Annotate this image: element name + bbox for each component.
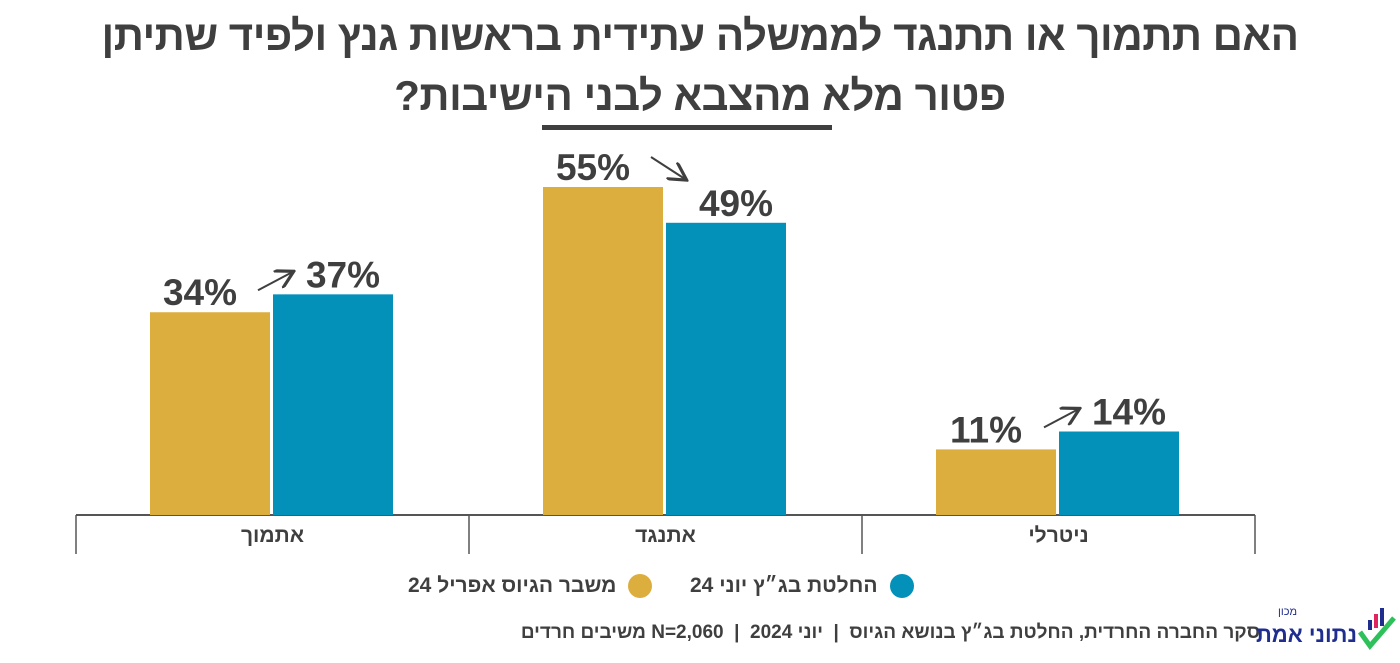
- logo-name: נתוני אמת: [1256, 622, 1357, 647]
- data-label: 49%: [699, 183, 773, 224]
- logo: מכון נתוני אמת: [1256, 604, 1396, 654]
- data-label: 55%: [556, 147, 630, 188]
- bar: [150, 312, 270, 515]
- chart-title-line-1: האם תתמוך או תתנגד לממשלה עתידית בראשות …: [101, 12, 1299, 59]
- change-arrow: [257, 272, 292, 292]
- legend-label-april: משבר הגיוס אפריל 24: [408, 574, 617, 597]
- chart-title-line-2: פטור מלא מהצבא לבני הישיבות?: [394, 72, 1006, 119]
- data-label: 34%: [163, 272, 237, 313]
- legend-swatch-june: [889, 574, 914, 598]
- data-label: 14%: [1092, 392, 1166, 433]
- legend-swatch-april: [628, 574, 653, 598]
- category-label: אתנגד: [635, 524, 696, 547]
- bar: [936, 449, 1056, 515]
- title-underline: [542, 125, 832, 130]
- bar: [273, 294, 393, 515]
- legend-item-june: החלטת בג״ץ יוני 24: [690, 574, 914, 598]
- data-label: 11%: [950, 409, 1022, 450]
- bar: [1059, 431, 1179, 515]
- category-label: ניטרלי: [1028, 524, 1088, 547]
- footer-source: סקר החברה החרדית, החלטת בג״ץ בנושא הגיוס…: [520, 622, 1260, 643]
- bar: [543, 187, 663, 515]
- data-label: 37%: [306, 254, 380, 295]
- logo-small-text: מכון: [1278, 606, 1298, 618]
- category-label: אתמוך: [241, 524, 304, 547]
- change-arrow: [1043, 409, 1078, 429]
- legend-label-june: החלטת בג״ץ יוני 24: [690, 574, 878, 597]
- change-arrow: [650, 156, 685, 179]
- checkmark-chart-icon: [1357, 608, 1396, 651]
- bar: [666, 222, 786, 516]
- legend-item-april: משבר הגיוס אפריל 24: [408, 574, 653, 598]
